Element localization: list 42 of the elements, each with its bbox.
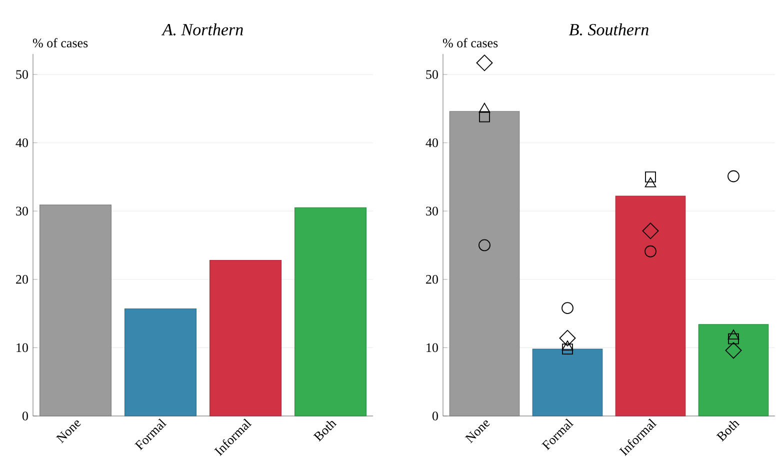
y-tick-label: 10 [16,343,28,352]
y-tick-label: 20 [426,275,438,284]
point [479,111,490,122]
y-tick-label: 10 [426,343,438,352]
point [562,302,574,314]
bar [449,111,520,416]
point [644,177,656,188]
chart-title: B. Southern [569,23,648,36]
y-tick-label: 0 [22,412,28,420]
bar [210,260,282,416]
chart-title: A. Northern [161,23,243,36]
y-tick-label: 50 [426,70,438,79]
point [559,330,576,346]
y-tick-label: 20 [16,275,28,284]
bar [124,308,197,416]
bar [615,196,686,416]
y-tick-label: 30 [426,206,438,216]
point [478,239,490,252]
x-tick-label: Both [716,420,740,442]
point [725,342,742,359]
x-tick-label: Both [313,420,337,442]
bar [40,204,112,416]
point [562,344,573,354]
point [644,245,656,258]
y-tick-label: 40 [426,138,438,148]
point [728,333,739,344]
point [476,54,493,72]
y-tick-label: 0 [432,412,438,420]
point [562,340,574,350]
bar [698,324,769,416]
point [728,330,740,340]
point [478,102,490,113]
point [642,222,659,240]
bar [532,348,603,416]
y-axis-title: % of cases [442,38,498,48]
point [645,171,656,182]
point [728,170,740,182]
bar [294,207,366,416]
y-tick-label: 30 [16,206,28,216]
y-tick-label: 40 [16,138,28,148]
y-tick-label: 50 [16,70,28,79]
y-axis-title: % of cases [32,38,88,48]
